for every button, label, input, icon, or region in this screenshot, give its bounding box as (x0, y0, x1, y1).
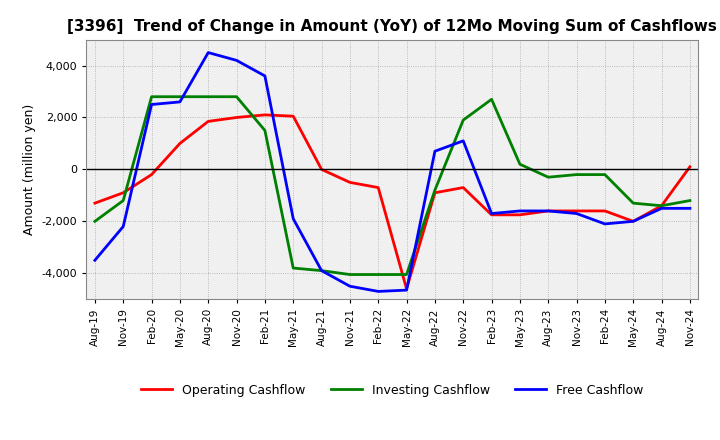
Operating Cashflow (261, 112, 269, 117)
Investing Cashflow (600, 172, 609, 177)
Operating Cashflow (374, 185, 382, 190)
Operating Cashflow (176, 141, 184, 146)
Investing Cashflow (374, 272, 382, 277)
Investing Cashflow (318, 268, 326, 273)
Operating Cashflow (318, 167, 326, 172)
Free Cashflow (176, 99, 184, 105)
Free Cashflow (318, 268, 326, 273)
Line: Free Cashflow: Free Cashflow (95, 52, 690, 291)
Free Cashflow (346, 284, 354, 289)
Investing Cashflow (261, 128, 269, 133)
Investing Cashflow (148, 94, 156, 99)
Investing Cashflow (431, 187, 439, 193)
Investing Cashflow (402, 272, 411, 277)
Investing Cashflow (346, 272, 354, 277)
Investing Cashflow (459, 117, 467, 123)
Free Cashflow (233, 58, 241, 63)
Investing Cashflow (289, 265, 297, 271)
Operating Cashflow (148, 172, 156, 177)
Investing Cashflow (204, 94, 212, 99)
Investing Cashflow (233, 94, 241, 99)
Title: [3396]  Trend of Change in Amount (YoY) of 12Mo Moving Sum of Cashflows: [3396] Trend of Change in Amount (YoY) o… (68, 19, 717, 34)
Free Cashflow (431, 149, 439, 154)
Operating Cashflow (685, 164, 694, 169)
Investing Cashflow (119, 198, 127, 203)
Operating Cashflow (629, 219, 637, 224)
Operating Cashflow (289, 114, 297, 119)
Y-axis label: Amount (million yen): Amount (million yen) (23, 104, 36, 235)
Investing Cashflow (487, 97, 496, 102)
Free Cashflow (119, 224, 127, 229)
Operating Cashflow (431, 190, 439, 195)
Investing Cashflow (91, 219, 99, 224)
Investing Cashflow (516, 161, 524, 167)
Investing Cashflow (657, 203, 666, 209)
Free Cashflow (261, 73, 269, 79)
Free Cashflow (572, 211, 581, 216)
Investing Cashflow (629, 201, 637, 206)
Operating Cashflow (600, 208, 609, 213)
Investing Cashflow (685, 198, 694, 203)
Free Cashflow (657, 206, 666, 211)
Free Cashflow (685, 206, 694, 211)
Free Cashflow (148, 102, 156, 107)
Free Cashflow (374, 289, 382, 294)
Free Cashflow (544, 208, 552, 213)
Free Cashflow (516, 208, 524, 213)
Operating Cashflow (657, 203, 666, 209)
Free Cashflow (459, 138, 467, 143)
Operating Cashflow (91, 201, 99, 206)
Operating Cashflow (516, 212, 524, 217)
Free Cashflow (487, 211, 496, 216)
Operating Cashflow (487, 212, 496, 217)
Operating Cashflow (346, 180, 354, 185)
Investing Cashflow (176, 94, 184, 99)
Operating Cashflow (459, 185, 467, 190)
Operating Cashflow (233, 115, 241, 120)
Operating Cashflow (572, 208, 581, 213)
Legend: Operating Cashflow, Investing Cashflow, Free Cashflow: Operating Cashflow, Investing Cashflow, … (136, 379, 649, 402)
Free Cashflow (402, 287, 411, 293)
Line: Investing Cashflow: Investing Cashflow (95, 97, 690, 275)
Free Cashflow (600, 221, 609, 227)
Free Cashflow (204, 50, 212, 55)
Free Cashflow (629, 219, 637, 224)
Investing Cashflow (572, 172, 581, 177)
Free Cashflow (91, 258, 99, 263)
Operating Cashflow (119, 190, 127, 195)
Investing Cashflow (544, 175, 552, 180)
Line: Operating Cashflow: Operating Cashflow (95, 115, 690, 289)
Operating Cashflow (204, 119, 212, 124)
Operating Cashflow (402, 286, 411, 291)
Operating Cashflow (544, 208, 552, 213)
Free Cashflow (289, 216, 297, 221)
